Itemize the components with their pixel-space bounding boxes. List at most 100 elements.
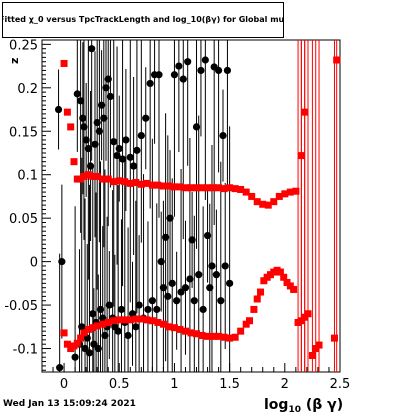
data-point	[104, 175, 112, 183]
data-point	[270, 198, 278, 206]
y-tick-label: 0.25	[9, 38, 38, 53]
plot-frame	[41, 39, 341, 373]
data-point	[80, 123, 88, 131]
data-point	[99, 175, 107, 183]
data-point	[85, 349, 94, 357]
data-point	[199, 305, 207, 314]
data-point	[143, 316, 151, 324]
data-point	[106, 92, 115, 101]
data-point	[212, 271, 220, 279]
data-point	[297, 152, 305, 160]
data-point	[221, 262, 229, 270]
data-point	[153, 305, 161, 314]
data-point	[276, 268, 284, 276]
data-point	[242, 188, 250, 196]
data-point	[198, 331, 206, 339]
data-point	[110, 317, 118, 325]
data-point	[206, 284, 214, 292]
x-tick-label: 1.5	[219, 377, 240, 392]
y-tick-label: 0	[30, 256, 38, 271]
x-tick-label: 0	[60, 377, 68, 392]
data-point	[253, 198, 261, 206]
data-point	[209, 184, 217, 192]
data-point	[63, 340, 71, 348]
data-point	[308, 351, 316, 359]
data-point	[142, 114, 150, 122]
data-point	[223, 66, 232, 75]
data-point	[60, 329, 68, 337]
data-point	[67, 123, 75, 131]
chart-frame	[41, 39, 341, 373]
chart-title: Fitted χ_0 versus TpcTrackLength and log…	[2, 2, 284, 38]
data-point	[79, 114, 87, 122]
data-point	[231, 185, 239, 193]
y-tick-label: 0.2	[17, 82, 38, 97]
y-tick-label: -0.1	[13, 343, 38, 358]
data-point	[104, 75, 112, 83]
data-point	[89, 310, 97, 318]
data-point	[170, 324, 178, 332]
data-point	[162, 233, 170, 241]
data-point	[113, 151, 121, 160]
data-point	[304, 310, 312, 318]
data-point	[166, 214, 174, 222]
data-point	[226, 279, 234, 287]
data-point	[204, 332, 212, 340]
data-point	[115, 177, 123, 185]
data-point	[63, 108, 71, 116]
data-point	[197, 66, 205, 75]
data-point	[177, 288, 185, 296]
data-point	[115, 145, 123, 153]
data-point	[190, 297, 198, 305]
data-point	[93, 172, 101, 180]
data-point	[157, 258, 165, 266]
data-point	[82, 136, 90, 144]
data-point	[286, 188, 294, 196]
data-point	[250, 305, 258, 313]
data-point	[333, 56, 341, 64]
data-point	[201, 56, 209, 64]
data-point	[186, 275, 194, 283]
data-point	[148, 181, 156, 189]
y-tick-label: 0.15	[9, 125, 38, 140]
data-point	[118, 155, 127, 163]
data-point	[126, 316, 134, 324]
data-point	[121, 316, 129, 324]
data-point	[215, 332, 223, 340]
data-point	[126, 179, 134, 187]
data-point	[164, 292, 172, 300]
data-point	[95, 127, 103, 135]
data-point	[226, 334, 234, 342]
data-point	[137, 132, 145, 140]
data-point	[245, 317, 253, 325]
data-point	[301, 108, 309, 116]
data-point	[90, 340, 98, 348]
data-point	[93, 322, 101, 330]
data-point	[137, 315, 145, 323]
data-point	[81, 344, 89, 353]
data-point	[168, 279, 176, 287]
data-point	[219, 132, 227, 140]
data-point	[170, 71, 179, 79]
data-point	[280, 273, 288, 281]
data-point	[187, 329, 195, 337]
data-point	[94, 344, 102, 353]
data-point	[110, 178, 118, 186]
data-point	[187, 184, 195, 192]
data-point	[193, 330, 201, 338]
x-tick-label: 2.5	[330, 377, 351, 392]
data-point	[192, 123, 201, 131]
data-point	[248, 192, 256, 200]
data-point	[73, 90, 81, 98]
y-axis-label: z	[8, 58, 21, 64]
y-tick-label: 0.1	[17, 169, 38, 184]
data-point	[231, 333, 239, 341]
data-point	[214, 66, 223, 75]
data-point	[209, 332, 217, 340]
data-point	[135, 301, 143, 309]
data-point	[215, 184, 223, 192]
data-point	[165, 323, 173, 331]
data-point	[257, 288, 265, 296]
data-point	[315, 341, 323, 349]
